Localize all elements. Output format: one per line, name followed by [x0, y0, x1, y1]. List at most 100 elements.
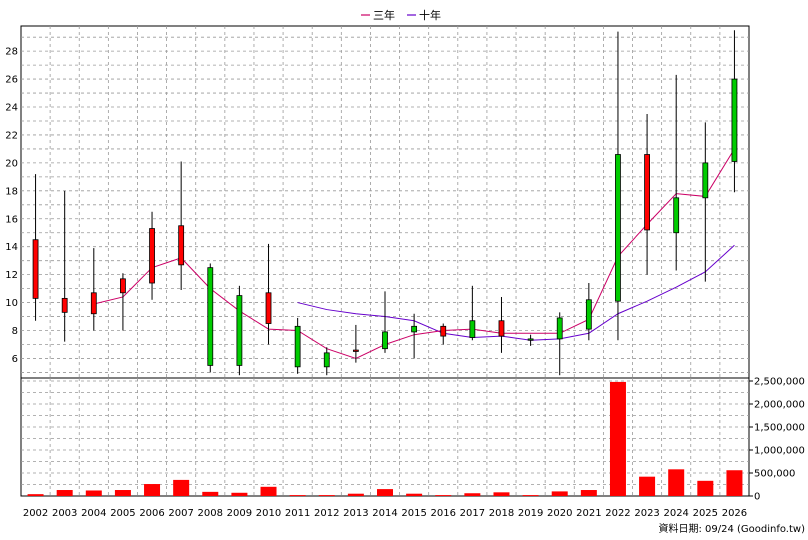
candlestick	[527, 334, 534, 346]
candle-body	[411, 325, 418, 333]
year-tick-label: 2005	[110, 508, 135, 519]
price-tick-label: 16	[5, 214, 18, 225]
legend-label: 三年	[373, 8, 395, 22]
price-tick-label: 18	[5, 186, 18, 197]
candle-body	[178, 225, 185, 266]
year-tick-label: 2022	[605, 508, 630, 519]
year-tick-label: 2023	[634, 508, 659, 519]
volume-bar	[697, 480, 714, 496]
legend-label: 十年	[419, 8, 441, 22]
candle-body	[615, 154, 621, 302]
candle-body	[498, 320, 505, 337]
volume-tick-label: 2,000,000	[754, 400, 805, 411]
candlestick	[323, 347, 330, 376]
volume-bar	[85, 490, 102, 496]
volume-bar	[551, 491, 568, 496]
x-axis: 2002 2003 2004 2005 2006 2007 2008 2009 2010 2011…	[23, 508, 747, 519]
price-tick-label: 6	[12, 354, 18, 365]
candlestick	[207, 263, 214, 373]
year-tick-label: 2006	[139, 508, 164, 519]
candle-body	[382, 331, 388, 350]
candle-body	[352, 349, 359, 352]
volume-bar	[668, 469, 685, 496]
year-tick-label: 2018	[489, 508, 514, 519]
candlestick	[440, 323, 447, 345]
candle-body	[585, 299, 592, 330]
year-tick-label: 2009	[227, 508, 252, 519]
candlestick	[265, 243, 272, 345]
volume-bar	[464, 493, 481, 496]
candlestick	[411, 313, 418, 359]
volume-bar	[609, 381, 626, 496]
candle-body	[469, 320, 476, 338]
candle-body	[644, 154, 650, 231]
year-tick-label: 2024	[663, 508, 688, 519]
candlestick	[498, 296, 505, 353]
year-tick-label: 2015	[401, 508, 426, 519]
volume-bar	[114, 490, 131, 496]
legend: 三年 十年	[361, 8, 441, 22]
price-tick-label: 28	[5, 47, 18, 58]
candlestick	[90, 248, 97, 331]
price-tick-label: 22	[5, 130, 18, 141]
candlestick	[469, 285, 476, 341]
volume-bar	[377, 489, 393, 496]
price-tick-label: 12	[5, 270, 18, 281]
candlestick	[178, 161, 185, 290]
candle-body	[265, 292, 272, 324]
year-tick-label: 2007	[168, 508, 193, 519]
volume-tick-label: 2,500,000	[754, 377, 805, 388]
price-tick-label: 24	[5, 103, 18, 114]
volume-bar	[27, 494, 44, 496]
candle-body	[120, 278, 126, 294]
candle-body	[294, 325, 301, 368]
year-tick-label: 2017	[460, 508, 485, 519]
volume-bar	[406, 493, 423, 496]
year-tick-label: 2003	[52, 508, 77, 519]
volume-tick-label: 0	[754, 492, 760, 503]
price-tick-label: 20	[5, 158, 18, 169]
candle-body	[556, 317, 563, 340]
year-tick-label: 2008	[198, 508, 223, 519]
candle-body	[207, 267, 214, 366]
volume-bar	[493, 492, 510, 496]
candlestick	[644, 114, 650, 275]
candle-body	[673, 197, 680, 234]
volume-bar	[580, 490, 597, 496]
year-tick-label: 2026	[722, 508, 747, 519]
year-tick-label: 2010	[256, 508, 281, 519]
volume-grid	[20, 377, 750, 497]
candlestick	[702, 122, 709, 282]
volume-bar	[726, 470, 743, 496]
data-date-footer: 資料日期: 09/24 (Goodinfo.tw)	[658, 522, 805, 535]
year-tick-label: 2021	[576, 508, 601, 519]
volume-bars	[27, 381, 743, 496]
candlestick	[556, 312, 563, 376]
year-tick-label: 2004	[81, 508, 106, 519]
volume-bar	[289, 495, 306, 496]
candle-body	[236, 295, 243, 366]
volume-bar	[435, 495, 452, 496]
volume-bar	[56, 490, 73, 496]
year-tick-label: 2019	[518, 508, 543, 519]
candlestick	[149, 211, 155, 300]
volume-bar	[173, 479, 190, 496]
volume-tick-label: 500,000	[754, 469, 795, 480]
year-tick-label: 2020	[547, 508, 572, 519]
volume-bar	[202, 491, 219, 496]
volume-bar	[260, 486, 277, 496]
volume-axis: 0 500,000 1,000,000 1,500,000 2,000,000 2,500…	[749, 377, 805, 503]
year-tick-label: 2002	[23, 508, 48, 519]
candle-body	[32, 239, 39, 299]
candlesticks	[32, 30, 738, 376]
price-axis: 6 8 10 12 14 16 18 20 22 24 26 28	[5, 47, 18, 365]
candle-body	[440, 325, 447, 337]
candle-body	[149, 228, 155, 284]
candlestick	[673, 74, 680, 271]
candlestick	[382, 291, 388, 353]
year-tick-label: 2014	[372, 508, 397, 519]
candle-body	[702, 162, 709, 199]
price-tick-label: 26	[5, 75, 18, 86]
year-tick-label: 2025	[693, 508, 718, 519]
